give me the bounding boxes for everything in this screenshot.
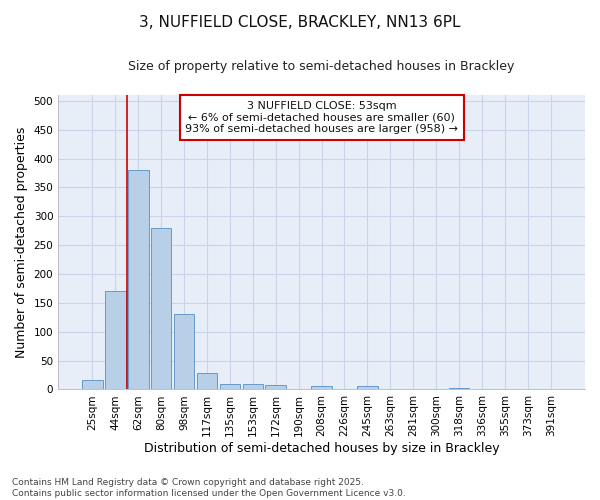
Title: Size of property relative to semi-detached houses in Brackley: Size of property relative to semi-detach…: [128, 60, 515, 73]
Text: Contains HM Land Registry data © Crown copyright and database right 2025.
Contai: Contains HM Land Registry data © Crown c…: [12, 478, 406, 498]
Bar: [105, 292, 125, 390]
Bar: [242, 384, 263, 390]
Bar: [357, 386, 378, 390]
Bar: [197, 374, 217, 390]
X-axis label: Distribution of semi-detached houses by size in Brackley: Distribution of semi-detached houses by …: [144, 442, 499, 455]
Y-axis label: Number of semi-detached properties: Number of semi-detached properties: [15, 126, 28, 358]
Bar: [265, 386, 286, 390]
Bar: [174, 314, 194, 390]
Bar: [449, 388, 469, 390]
Bar: [128, 170, 149, 390]
Bar: [151, 228, 172, 390]
Bar: [220, 384, 240, 390]
Text: 3, NUFFIELD CLOSE, BRACKLEY, NN13 6PL: 3, NUFFIELD CLOSE, BRACKLEY, NN13 6PL: [139, 15, 461, 30]
Bar: [82, 380, 103, 390]
Text: 3 NUFFIELD CLOSE: 53sqm
← 6% of semi-detached houses are smaller (60)
93% of sem: 3 NUFFIELD CLOSE: 53sqm ← 6% of semi-det…: [185, 101, 458, 134]
Bar: [311, 386, 332, 390]
